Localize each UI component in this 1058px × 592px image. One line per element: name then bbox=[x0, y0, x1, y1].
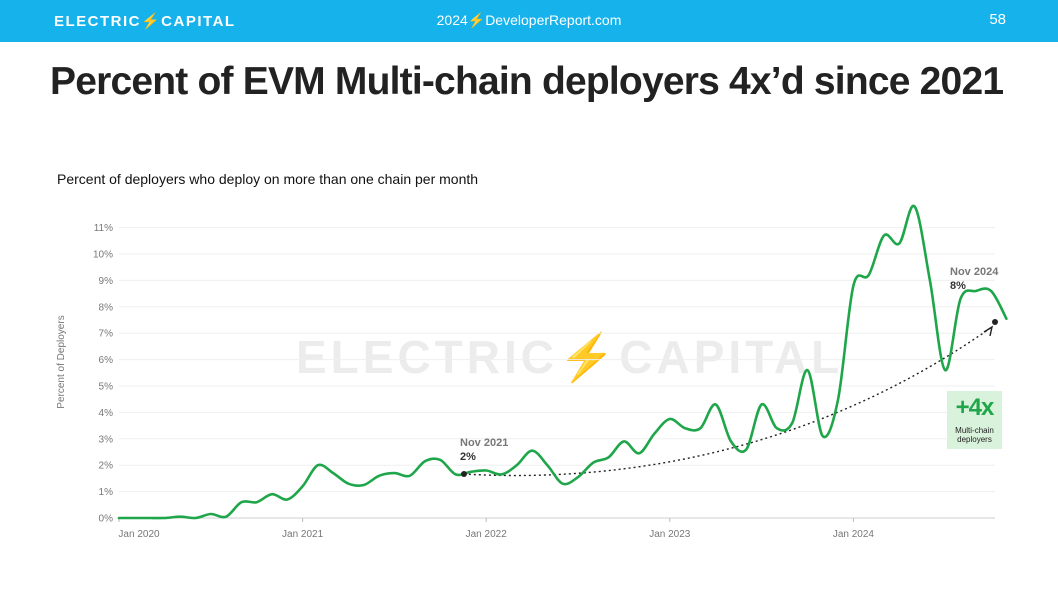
y-tick-label: 1% bbox=[99, 487, 114, 498]
y-tick-label: 4% bbox=[99, 408, 114, 419]
badge-label: Multi-chain deployers bbox=[947, 426, 1002, 444]
annotation-end-value: 8% bbox=[950, 280, 966, 292]
page-title: Percent of EVM Multi-chain deployers 4x’… bbox=[50, 60, 1004, 103]
y-axis-label: Percent of Deployers bbox=[56, 315, 67, 408]
y-tick-label: 0% bbox=[99, 514, 114, 525]
gridlines bbox=[119, 227, 995, 519]
y-tick-label: 2% bbox=[99, 461, 114, 472]
site-link[interactable]: 2024⚡DeveloperReport.com bbox=[436, 12, 622, 28]
y-tick-label: 8% bbox=[99, 302, 114, 313]
x-tick-label: Jan 2021 bbox=[282, 529, 324, 540]
y-tick-label: 5% bbox=[99, 382, 114, 393]
data-points bbox=[118, 205, 1008, 519]
growth-badge: +4x Multi-chain deployers bbox=[947, 391, 1002, 449]
x-tick-label: Jan 2022 bbox=[466, 529, 508, 540]
y-tick-label: 7% bbox=[99, 329, 114, 340]
x-axis-ticks: Jan 2020 Jan 2021 Jan 2022 Jan 2023 Jan 2024 bbox=[118, 518, 874, 540]
badge-value: +4x bbox=[955, 394, 995, 421]
x-tick-label: Jan 2024 bbox=[833, 529, 875, 540]
watermark: ELECTRIC⚡CAPITAL bbox=[296, 331, 844, 383]
trend-arrow-line bbox=[463, 326, 993, 477]
annotation-start-value: 2% bbox=[460, 451, 476, 463]
end-marker bbox=[992, 319, 998, 325]
badge-label-line2: deployers bbox=[957, 435, 992, 444]
annotation-end-date: Nov 2024 bbox=[950, 266, 999, 278]
series-line bbox=[117, 204, 1008, 520]
arrowhead bbox=[983, 325, 994, 337]
start-marker bbox=[461, 471, 467, 477]
y-axis-ticks: 0% 1% 2% 3% 4% 5% 6% 7% 8% 9% 10% 11% bbox=[93, 223, 113, 524]
badge-label-line1: Multi-chain bbox=[955, 426, 994, 435]
y-tick-label: 11% bbox=[94, 223, 113, 234]
y-tick-label: 9% bbox=[99, 276, 114, 287]
brand-logo: ELECTRIC⚡CAPITAL bbox=[54, 13, 236, 30]
header-bar: ELECTRIC⚡CAPITAL 2024⚡DeveloperReport.co… bbox=[0, 0, 1058, 42]
x-tick-label: Jan 2023 bbox=[649, 529, 691, 540]
annotation-start-date: Nov 2021 bbox=[460, 437, 509, 449]
x-tick-label: Jan 2020 bbox=[118, 529, 160, 540]
y-tick-label: 6% bbox=[99, 355, 114, 366]
y-tick-label: 3% bbox=[99, 434, 114, 445]
chart-subtitle: Percent of deployers who deploy on more … bbox=[57, 171, 479, 187]
page-number: 58 bbox=[989, 11, 1006, 28]
annotation-end: Nov 2024 8% bbox=[950, 265, 998, 293]
annotation-start: Nov 2021 2% bbox=[460, 436, 508, 464]
y-tick-label: 10% bbox=[93, 250, 113, 261]
